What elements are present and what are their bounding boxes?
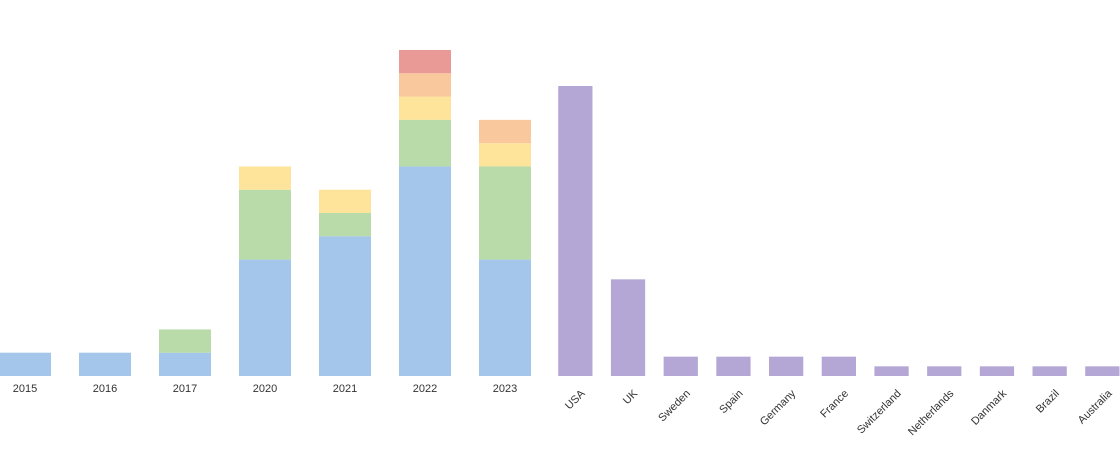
x-tick-label: Sweden xyxy=(656,388,693,425)
bar-segment xyxy=(319,213,371,237)
x-tick-label: Switzerland xyxy=(855,388,904,437)
bar xyxy=(874,366,909,376)
x-tick-label: 2020 xyxy=(253,383,277,395)
bar-segment xyxy=(319,189,371,213)
x-tick-label: Danmark xyxy=(969,387,1009,427)
bar-segment xyxy=(159,352,211,376)
bar-segment xyxy=(319,236,371,376)
x-tick-label: 2021 xyxy=(333,383,357,395)
x-tick-label: 2015 xyxy=(13,383,37,395)
x-tick-label: Germany xyxy=(758,387,799,428)
x-tick-label: 2017 xyxy=(173,383,197,395)
x-tick-label: Spain xyxy=(717,388,745,416)
bar-segment xyxy=(479,166,531,260)
bar xyxy=(1085,366,1120,376)
bar-segment xyxy=(239,189,291,260)
bar-segment xyxy=(479,119,531,144)
bar xyxy=(821,356,856,376)
bar xyxy=(610,279,646,376)
bar-segment xyxy=(79,352,131,376)
bar-segment xyxy=(399,166,451,376)
bar xyxy=(558,86,593,376)
bar-segment xyxy=(159,329,211,353)
x-tick-label: Australia xyxy=(1076,387,1115,426)
x-tick-label: 2022 xyxy=(413,383,437,395)
bar-segment xyxy=(479,143,531,167)
x-tick-label: UK xyxy=(621,387,641,407)
bar xyxy=(979,366,1015,376)
x-tick-label: France xyxy=(818,388,851,421)
x-tick-label: Brazil xyxy=(1034,388,1062,416)
bar-segment xyxy=(399,73,451,97)
bar-segment xyxy=(399,96,451,120)
bar-segment xyxy=(479,259,531,376)
bar-segment xyxy=(399,50,451,74)
bar-segment xyxy=(239,259,291,376)
x-tick-label: Netherlands xyxy=(906,387,957,438)
x-tick-label: 2016 xyxy=(93,383,117,395)
bar xyxy=(927,366,962,376)
x-tick-label: 2023 xyxy=(493,383,517,395)
bar xyxy=(1032,366,1067,376)
bar xyxy=(769,356,804,376)
bar xyxy=(716,356,751,376)
x-tick-label: USA xyxy=(563,387,588,412)
bar xyxy=(663,356,698,376)
bar-segment xyxy=(399,119,451,167)
bar-segment xyxy=(239,166,291,190)
bar-segment xyxy=(0,352,51,376)
